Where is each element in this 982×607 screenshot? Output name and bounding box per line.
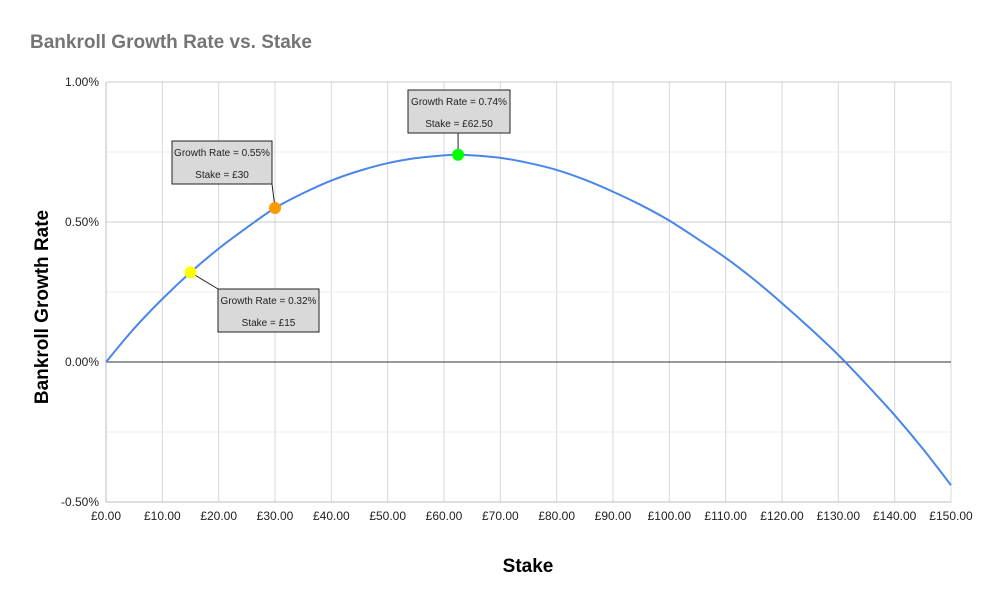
- y-tick-label: 0.00%: [65, 355, 99, 369]
- tick-labels: £0.00 £10.00 £20.00 £30.00 £40.00 £50.00 £60.0…: [61, 75, 973, 523]
- x-tick-label: £60.00: [426, 509, 463, 523]
- y-axis-title: Bankroll Growth Rate: [32, 210, 53, 404]
- x-tick-label: £50.00: [369, 509, 406, 523]
- highlight-point: [452, 148, 465, 161]
- annotation-box: [217, 288, 320, 333]
- y-tick-label: 1.00%: [65, 75, 99, 89]
- annotations: Growth Rate = 0.32% Stake = £15 Growth Rat…: [171, 89, 511, 333]
- annotation-growth-rate-text: Growth Rate = 0.74%: [411, 97, 507, 108]
- annotation-stake-text: Stake = £62.50: [425, 119, 493, 130]
- highlight-point: [269, 202, 281, 214]
- x-tick-label: £110.00: [704, 509, 747, 523]
- growth-rate-series-line: [105, 153, 952, 486]
- y-tick-label: 0.50%: [65, 215, 99, 229]
- annotation-box: [407, 89, 511, 134]
- annotation-box: [171, 140, 273, 185]
- x-tick-label: £90.00: [595, 509, 632, 523]
- x-axis-title: Stake: [503, 556, 554, 577]
- annotation-growth-rate-text: Growth Rate = 0.55%: [174, 148, 270, 159]
- y-tick-label: -0.50%: [61, 495, 99, 509]
- x-tick-label: £70.00: [482, 509, 519, 523]
- highlight-point: [184, 266, 197, 279]
- x-tick-label: £80.00: [538, 509, 575, 523]
- x-tick-label: £40.00: [313, 509, 350, 523]
- annotation-growth-rate-text: Growth Rate = 0.32%: [221, 296, 317, 307]
- axes: [105, 82, 951, 503]
- x-tick-label: £0.00: [91, 509, 121, 523]
- x-tick-label: £10.00: [144, 509, 181, 523]
- x-tick-label: £140.00: [873, 509, 917, 523]
- x-tick-label: £130.00: [817, 509, 861, 523]
- x-tick-label: £120.00: [760, 509, 804, 523]
- chart-title: Bankroll Growth Rate vs. Stake: [30, 32, 312, 53]
- series-lines: [105, 153, 952, 486]
- x-tick-label: £30.00: [257, 509, 294, 523]
- highlight-points: [184, 148, 465, 279]
- annotation-stake-text: Stake = £15: [242, 318, 296, 329]
- x-tick-label: £150.00: [929, 509, 973, 523]
- annotation-stake-text: Stake = £30: [195, 170, 249, 181]
- x-tick-label: £100.00: [648, 509, 692, 523]
- x-tick-label: £20.00: [200, 509, 237, 523]
